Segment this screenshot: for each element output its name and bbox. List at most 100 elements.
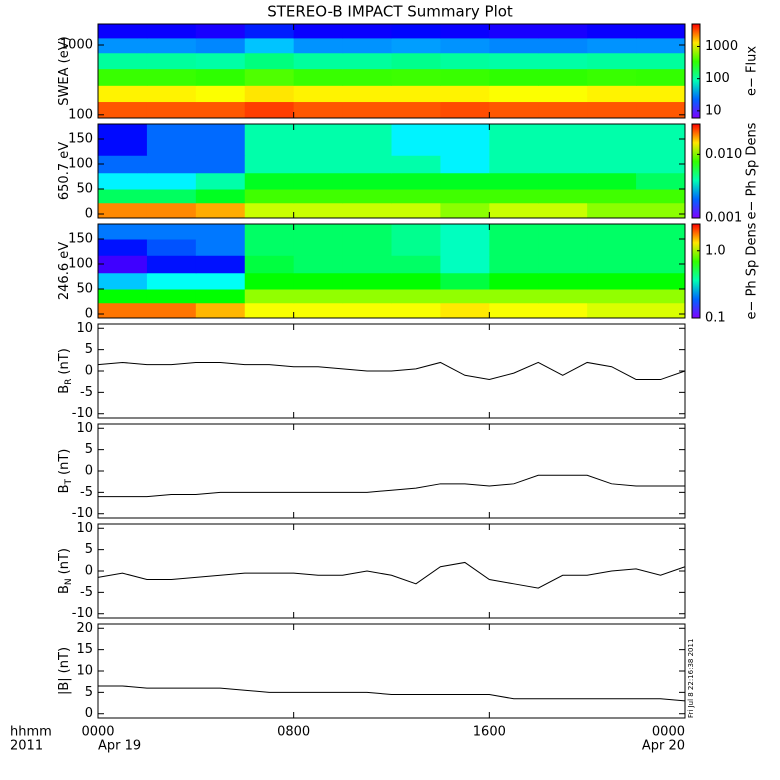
heatmap-cell bbox=[636, 68, 686, 86]
heatmap-cell bbox=[391, 124, 441, 140]
colorbar-tick-label: 1000 bbox=[705, 39, 738, 54]
heatmap-cell bbox=[146, 172, 197, 190]
heatmap-cell bbox=[146, 68, 197, 86]
heatmap-cell bbox=[538, 24, 588, 39]
heatmap-cell bbox=[587, 255, 637, 274]
heatmap-cell bbox=[98, 289, 148, 304]
heatmap-cell bbox=[391, 239, 441, 256]
heatmap-cell bbox=[489, 224, 539, 240]
heatmap-cell bbox=[244, 202, 295, 219]
heatmap-cell bbox=[489, 189, 539, 204]
heatmap-cell bbox=[538, 189, 588, 204]
heatmap-cell bbox=[391, 224, 441, 240]
heatmap-cell bbox=[293, 155, 344, 174]
heatmap-cell bbox=[587, 202, 637, 219]
y-axis-label: 650.7 eV bbox=[57, 142, 72, 200]
heatmap-cell bbox=[293, 202, 344, 219]
colorbar-tick-label: 0.1 bbox=[705, 311, 726, 326]
y-axis-label: SWEA (eV) bbox=[57, 36, 72, 105]
heatmap-cell bbox=[538, 202, 588, 219]
heatmap-cell bbox=[636, 289, 686, 304]
plot-frame bbox=[97, 223, 686, 319]
heatmap-cell bbox=[587, 24, 637, 39]
line bbox=[97, 361, 686, 381]
y-tick-label: 5 bbox=[85, 442, 93, 457]
heatmap-cell bbox=[342, 155, 392, 174]
heatmap-cell bbox=[391, 85, 441, 103]
heatmap-cell bbox=[538, 272, 588, 290]
heatmap-cell bbox=[391, 24, 441, 39]
heatmap-cell bbox=[636, 239, 686, 256]
heatmap-cell bbox=[636, 37, 686, 54]
heatmap-cell bbox=[391, 68, 441, 86]
y-axis-label-main: B bbox=[57, 585, 72, 594]
heatmap-cell bbox=[146, 124, 197, 140]
heatmap-cell bbox=[98, 124, 148, 140]
heatmap-cell bbox=[342, 239, 392, 256]
heatmap-cell bbox=[146, 85, 197, 103]
heatmap-cell bbox=[342, 272, 392, 290]
heatmap-cell bbox=[244, 155, 295, 174]
heatmap-cell bbox=[440, 255, 490, 274]
heatmap-cell bbox=[195, 272, 246, 290]
panel: -10 -5 0 5 10 BT (nT) bbox=[57, 421, 686, 521]
heatmap-cell bbox=[195, 189, 246, 204]
heatmap-cell bbox=[195, 68, 246, 86]
heatmap-cell bbox=[293, 68, 344, 86]
heatmap-cell bbox=[342, 172, 392, 190]
y-tick-label: 0 bbox=[85, 706, 93, 721]
heatmap-cell bbox=[489, 85, 539, 103]
heatmap-cell bbox=[195, 202, 246, 219]
y-tick-label: 1000 bbox=[60, 38, 93, 53]
heatmap-cell bbox=[195, 289, 246, 304]
heatmap-cell bbox=[244, 124, 295, 140]
heatmap-cell bbox=[440, 37, 490, 54]
heatmap-cell bbox=[440, 202, 490, 219]
x-tick-label: 0800 bbox=[277, 725, 310, 740]
heatmap-cell bbox=[146, 139, 197, 156]
y-tick-label: -5 bbox=[80, 485, 93, 500]
heatmap-cell bbox=[342, 302, 392, 319]
heatmap-cell bbox=[342, 202, 392, 219]
y-tick-label: 10 bbox=[76, 521, 93, 536]
y-axis-label: 246.6 eV bbox=[57, 242, 72, 300]
y-tick-label: 0 bbox=[85, 564, 93, 579]
heatmap-cell bbox=[146, 255, 197, 274]
heatmap-cell bbox=[146, 24, 197, 39]
heatmap-cell bbox=[636, 202, 686, 219]
heatmap-cell bbox=[489, 37, 539, 54]
heatmap-cell bbox=[244, 139, 295, 156]
heatmap-cell bbox=[293, 302, 344, 319]
heatmap-cell bbox=[489, 139, 539, 156]
plot-frame bbox=[97, 423, 686, 519]
heatmap-cell bbox=[636, 272, 686, 290]
heatmap-cell bbox=[342, 289, 392, 304]
line bbox=[98, 474, 685, 498]
heatmap-cell bbox=[636, 302, 686, 319]
colorbar bbox=[691, 123, 701, 219]
heatmap-cell bbox=[587, 224, 637, 240]
y-tick-label: -10 bbox=[72, 406, 93, 421]
heatmap-cell bbox=[538, 101, 588, 119]
y-axis-label-main: B bbox=[57, 484, 72, 493]
heatmap-cell bbox=[391, 37, 441, 54]
heatmap-cell bbox=[146, 189, 197, 204]
heatmap-cell bbox=[293, 224, 344, 240]
heatmap-cell bbox=[489, 101, 539, 119]
heatmap-cell bbox=[342, 124, 392, 140]
y-axis-label-sub: R bbox=[64, 379, 74, 385]
heatmap-cell bbox=[195, 124, 246, 140]
heatmap-cell bbox=[195, 224, 246, 240]
heatmap-cell bbox=[244, 101, 295, 119]
date-label: Apr 20 bbox=[642, 739, 685, 754]
plot-title: STEREO-B IMPACT Summary Plot bbox=[267, 3, 513, 21]
heatmap-cell bbox=[440, 239, 490, 256]
heatmap-cell bbox=[636, 24, 686, 39]
heatmap-cell bbox=[98, 52, 148, 70]
heatmap-cell bbox=[293, 172, 344, 190]
y-tick-label: 20 bbox=[76, 621, 93, 636]
heatmap-cell bbox=[391, 52, 441, 70]
heatmap-cell bbox=[489, 302, 539, 319]
heatmap-cell bbox=[98, 37, 148, 54]
